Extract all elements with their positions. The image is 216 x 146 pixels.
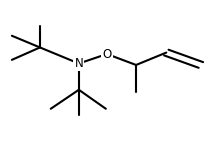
Text: O: O: [102, 47, 111, 61]
Text: N: N: [75, 57, 83, 70]
